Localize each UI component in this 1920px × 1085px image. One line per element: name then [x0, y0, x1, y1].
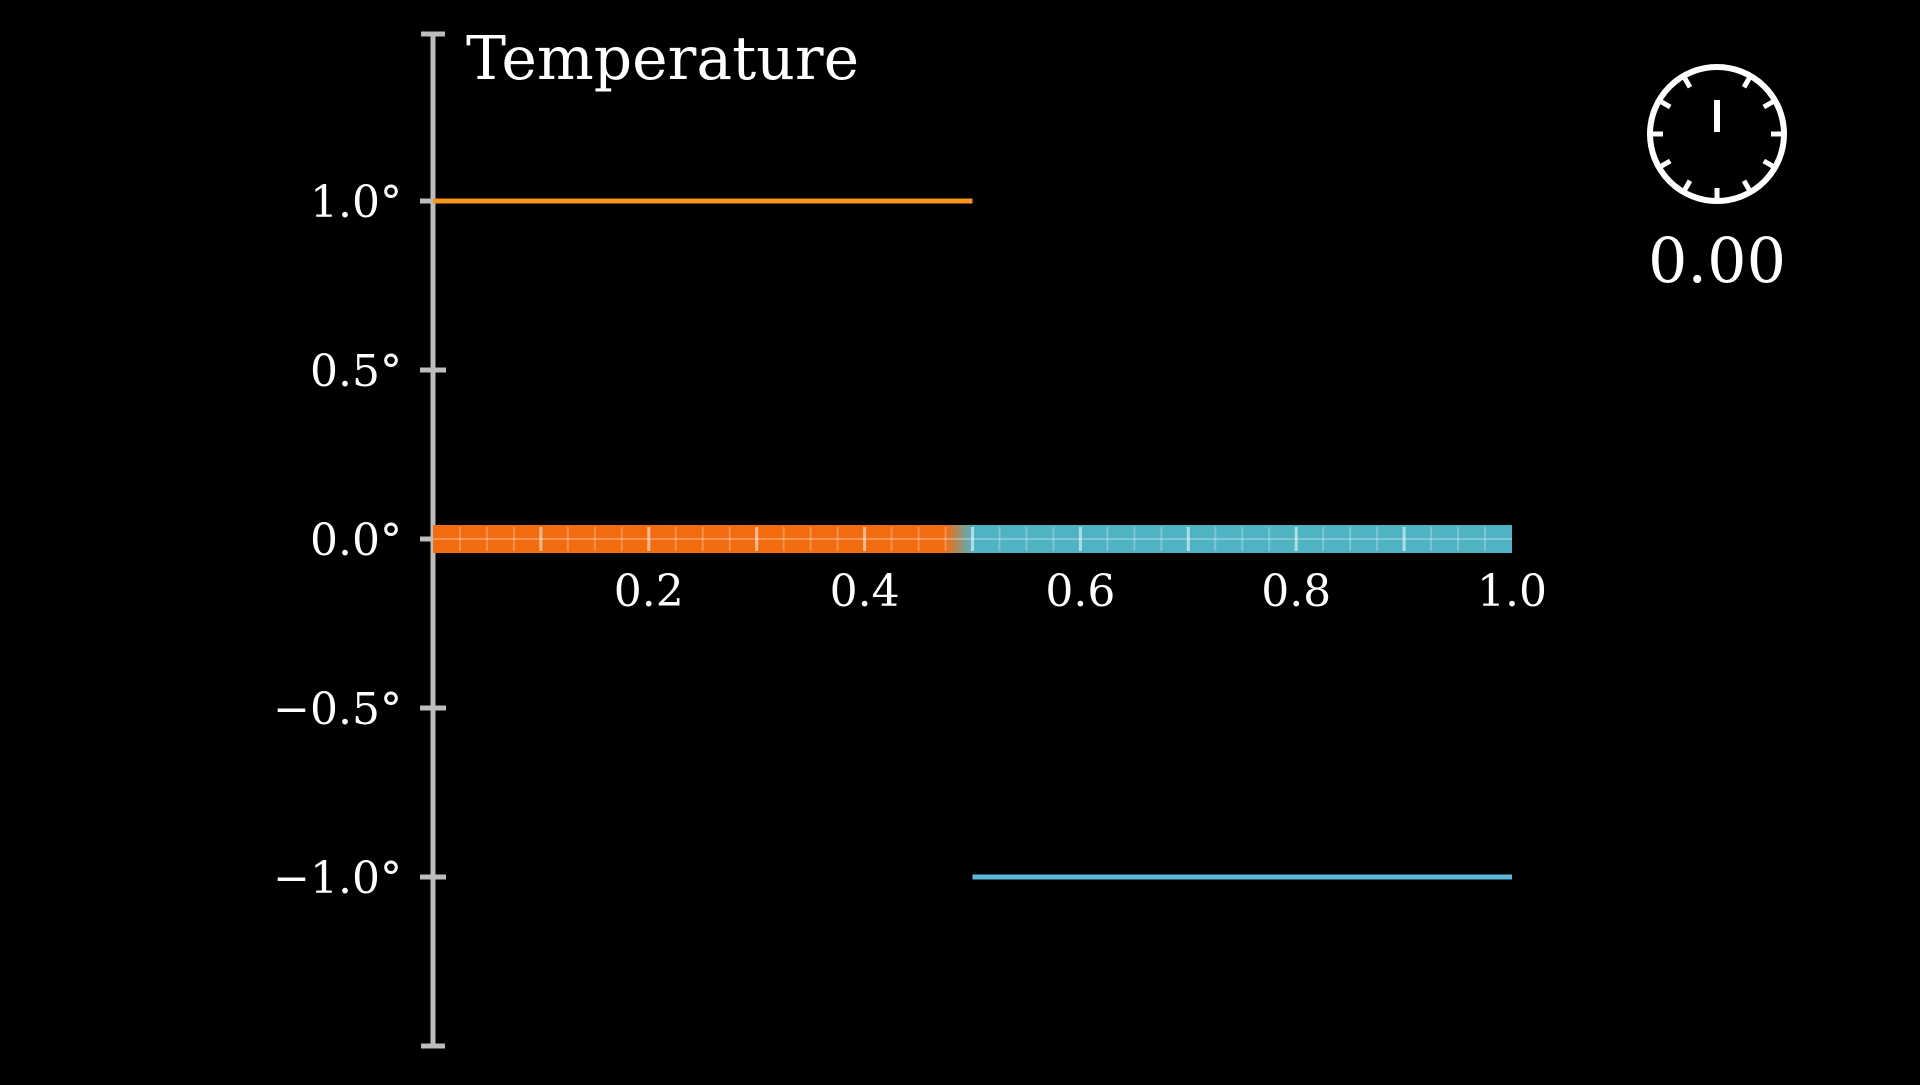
timer-value: 0.00 — [1648, 224, 1786, 297]
heat-rod — [433, 525, 1512, 553]
y-tick-label: 1.0° — [310, 177, 402, 228]
x-tick-label: 0.4 — [830, 566, 900, 617]
stopwatch-tick — [1657, 158, 1672, 170]
stopwatch-tick — [1681, 74, 1693, 89]
stopwatch-tick — [1762, 98, 1777, 110]
stopwatch-tick — [1741, 74, 1753, 89]
stopwatch-tick — [1762, 158, 1777, 170]
stopwatch-tick — [1741, 179, 1753, 194]
stopwatch-icon — [1647, 64, 1787, 204]
y-tick-label: −1.0° — [273, 853, 402, 904]
stopwatch-ticks — [1650, 74, 1784, 201]
y-ticks: 1.0° 0.5° 0.0° −0.5° −1.0° — [273, 177, 446, 904]
y-tick-label: −0.5° — [273, 684, 402, 735]
y-axis-title: Temperature — [466, 24, 859, 94]
stopwatch-tick — [1657, 98, 1672, 110]
stopwatch-tick — [1681, 179, 1693, 194]
stopwatch-face — [1647, 64, 1787, 204]
y-tick-label: 0.5° — [310, 346, 402, 397]
x-tick-label: 0.6 — [1045, 566, 1115, 617]
x-tick-label: 0.2 — [614, 566, 684, 617]
x-tick-label: 1.0 — [1477, 566, 1547, 617]
y-tick-label: 0.0° — [310, 515, 402, 566]
x-tick-label: 0.8 — [1261, 566, 1331, 617]
temperature-series — [433, 198, 1512, 880]
x-ticks: 0.2 0.4 0.6 0.8 1.0 — [614, 566, 1547, 617]
